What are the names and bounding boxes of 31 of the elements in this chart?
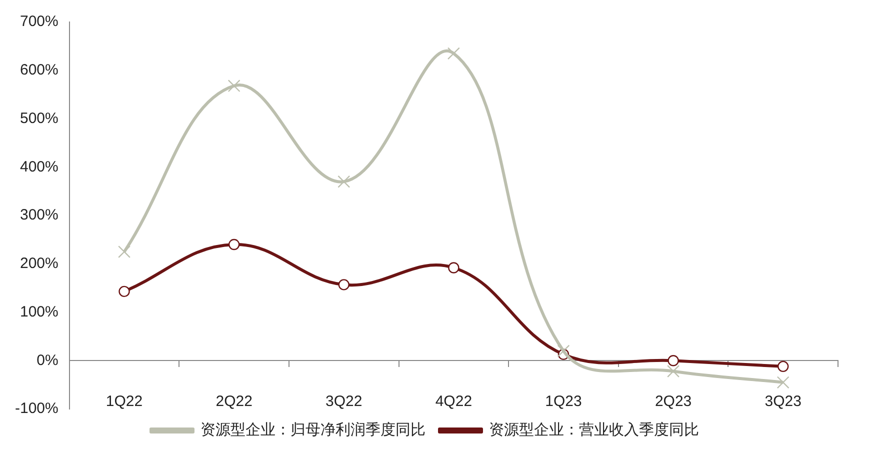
y-tick-label: 700% <box>20 13 58 30</box>
point <box>228 238 240 250</box>
y-tick-label: 500% <box>20 110 58 127</box>
point <box>228 80 240 92</box>
point <box>557 344 570 358</box>
x-tick-label: 3Q23 <box>764 392 802 410</box>
x-tick-label: 1Q22 <box>106 392 143 410</box>
point <box>667 365 680 378</box>
point <box>447 47 460 60</box>
y-tick-label: 100% <box>20 303 58 320</box>
point <box>338 175 350 188</box>
point <box>338 279 350 290</box>
y-tick-label: 400% <box>20 158 58 176</box>
x-tick-label: 2Q23 <box>654 392 692 410</box>
point <box>776 376 790 389</box>
y-tick-label: 200% <box>20 255 58 272</box>
legend-label: 资源型企业：营业收入季度同比 <box>489 420 699 438</box>
point <box>777 360 789 372</box>
point <box>668 355 679 366</box>
y-tick-label: 300% <box>20 206 58 224</box>
x-tick-label: 3Q22 <box>326 392 362 410</box>
x-tick-label: 4Q22 <box>435 392 472 410</box>
x-tick-label: 1Q23 <box>545 392 582 410</box>
y-tick-label: 0% <box>36 352 58 369</box>
point <box>448 262 460 274</box>
x-tick-label: 2Q22 <box>216 392 252 410</box>
y-tick-label: 600% <box>20 62 58 79</box>
point <box>118 286 130 298</box>
point <box>118 246 131 258</box>
legend-label: 资源型企业：归母净利润季度同比 <box>200 420 426 438</box>
y-tick-label: -100% <box>15 400 58 418</box>
